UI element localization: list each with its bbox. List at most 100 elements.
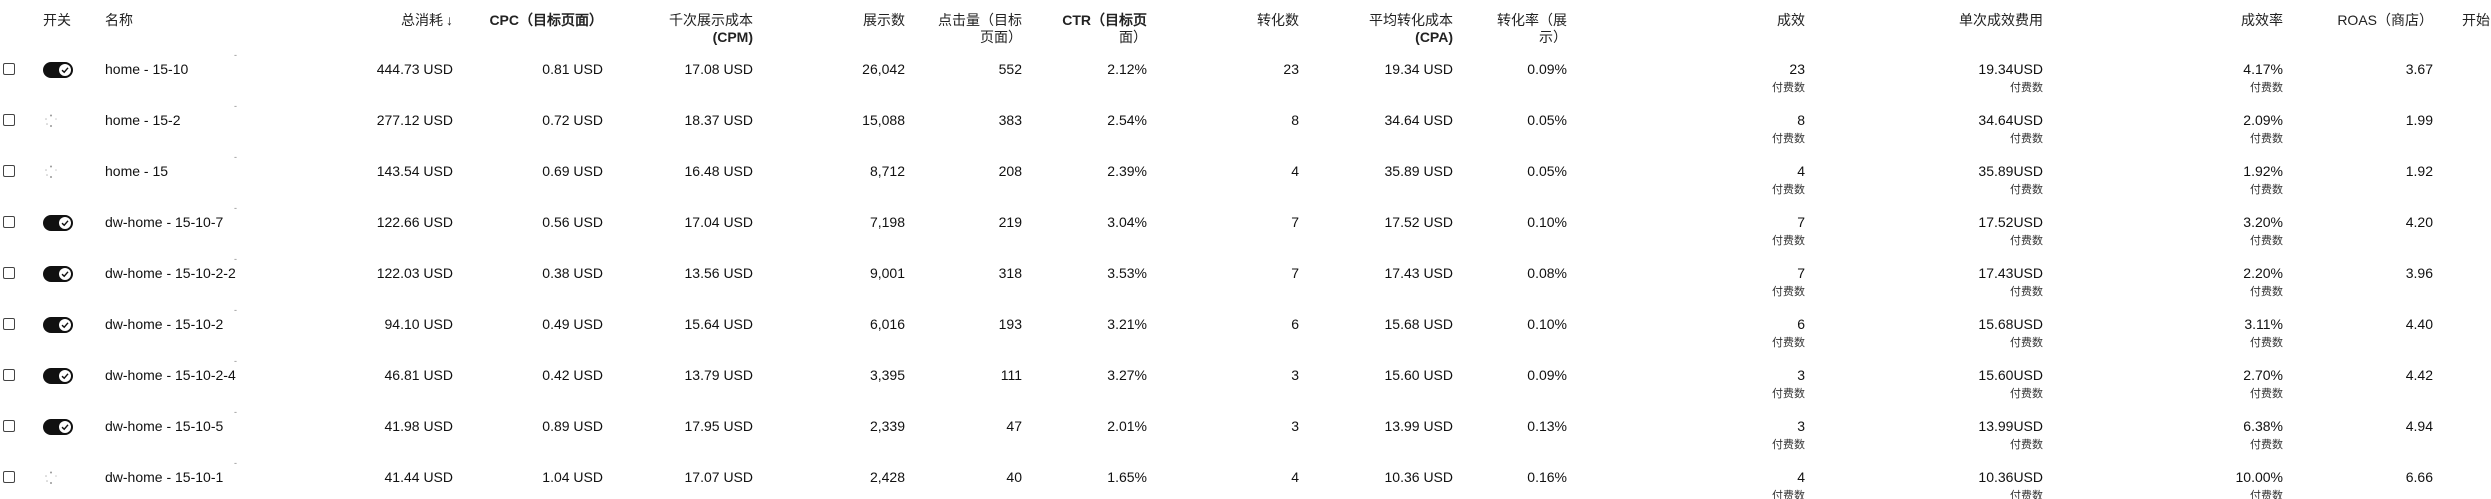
row-checkbox[interactable]	[3, 216, 15, 228]
row-results-unit: 付费数	[1772, 286, 1805, 298]
check-icon	[61, 373, 69, 380]
row-name[interactable]: home - 15-2	[105, 112, 181, 128]
row-cvr: 0.05%	[1527, 163, 1567, 179]
row-result-rate-unit: 付费数	[2250, 439, 2283, 451]
row-name[interactable]: dw-home - 15-10-2-4	[105, 367, 236, 383]
row-impressions: 9,001	[869, 265, 905, 281]
row-name[interactable]: dw-home - 15-10-2	[105, 316, 224, 332]
toggle-knob	[59, 421, 71, 434]
row-toggle-cell[interactable]	[42, 98, 104, 149]
table-row[interactable]: home - 15-10 - 444.73 USD 0.81 USD 17.08 …	[0, 47, 2491, 98]
row-checkbox[interactable]	[3, 420, 15, 432]
row-name[interactable]: dw-home - 15-10-7	[105, 214, 224, 230]
row-toggle-cell[interactable]	[42, 149, 104, 200]
table-row[interactable]: dw-home - 15-10-5 - 41.98 USD 0.89 USD 17…	[0, 404, 2491, 455]
toggle-switch-on[interactable]	[43, 62, 73, 79]
check-icon	[61, 322, 69, 329]
row-clicks: 552	[998, 61, 1022, 77]
row-spend-value: 41.98 USD	[384, 418, 453, 434]
header-result-rate[interactable]: 成效率	[2241, 12, 2283, 28]
header-conversions[interactable]: 转化数	[1257, 12, 1299, 28]
table-row[interactable]: dw-home - 15-10-2-2 - 122.03 USD 0.38 USD…	[0, 251, 2491, 302]
toggle-switch-on[interactable]	[43, 368, 73, 385]
row-cpc: 0.38 USD	[542, 265, 603, 281]
toggle-switch-on[interactable]	[43, 266, 73, 283]
row-cpm: 17.95 USD	[684, 418, 753, 434]
row-checkbox[interactable]	[3, 114, 15, 126]
row-conversions: 3	[1291, 418, 1299, 434]
header-cpm[interactable]: 千次展示成本 (CPM)	[604, 0, 754, 47]
row-roas: 6.66	[2405, 469, 2433, 485]
row-checkbox[interactable]	[3, 63, 15, 75]
toggle-switch-on[interactable]	[43, 215, 73, 232]
row-name[interactable]: dw-home - 15-10-5	[105, 418, 224, 434]
table-row[interactable]: dw-home - 15-10-2 - 94.10 USD 0.49 USD 15…	[0, 302, 2491, 353]
row-name[interactable]: dw-home - 15-10-2-2	[105, 265, 236, 281]
toggle-switch-on[interactable]	[43, 317, 73, 334]
sort-descending-icon[interactable]: ↓	[446, 12, 453, 28]
row-result-rate: 1.92% 付费数	[2044, 149, 2284, 200]
header-roas[interactable]: ROAS（商店）	[2337, 12, 2433, 28]
header-cvr-sub: 示）	[1539, 29, 1567, 45]
row-divider-mark: -	[234, 356, 237, 366]
row-checkbox[interactable]	[3, 471, 15, 483]
table-row[interactable]: home - 15-2 - 277.12 USD 0.72 USD 18.37 U…	[0, 98, 2491, 149]
row-results-value: 4	[1797, 469, 1805, 485]
row-impressions: 3,395	[869, 367, 905, 383]
row-cvr: 0.13%	[1527, 418, 1567, 434]
header-name[interactable]: 名称	[105, 12, 133, 28]
row-clicks: 111	[1000, 367, 1022, 383]
row-toggle-cell[interactable]	[42, 47, 104, 98]
row-toggle-cell[interactable]	[42, 251, 104, 302]
table-row[interactable]: dw-home - 15-10-1 - 41.44 USD 1.04 USD 17…	[0, 455, 2491, 499]
row-checkbox[interactable]	[3, 318, 15, 330]
row-cpa: 17.52 USD	[1384, 214, 1453, 230]
row-results-unit: 付费数	[1772, 82, 1805, 94]
row-name[interactable]: home - 15	[105, 163, 169, 179]
row-checkbox[interactable]	[3, 165, 15, 177]
header-cvr[interactable]: 转化率（展 示）	[1454, 0, 1568, 47]
row-results: 8 付费数	[1568, 98, 1806, 149]
header-spend[interactable]: 总消耗 ↓	[234, 0, 454, 47]
row-cost-per-result-value: 10.36USD	[1978, 469, 2043, 485]
header-cost-per-result[interactable]: 单次成效费用	[1959, 12, 2043, 28]
header-clicks[interactable]: 点击量（目标 页面）	[906, 0, 1023, 47]
table-row[interactable]: dw-home - 15-10-2-4 -46.81 USD 0.42 USD …	[0, 353, 2491, 404]
row-conversions: 4	[1291, 469, 1299, 485]
header-ctr[interactable]: CTR（目标页 面）	[1023, 0, 1148, 47]
table-row[interactable]: home - 15 - 143.54 USD 0.69 USD 16.48 USD…	[0, 149, 2491, 200]
row-checkbox[interactable]	[3, 267, 15, 279]
row-cvr: 0.10%	[1527, 316, 1567, 332]
row-cost-per-result-unit: 付费数	[2010, 133, 2043, 145]
row-checkbox[interactable]	[3, 369, 15, 381]
row-toggle-cell[interactable]	[42, 455, 104, 499]
row-name[interactable]: dw-home - 15-10-1	[105, 469, 224, 485]
row-impressions: 8,712	[869, 163, 905, 179]
row-cost-per-result-value: 34.64USD	[1978, 112, 2043, 128]
row-spend-value: 94.10 USD	[384, 316, 453, 332]
row-name[interactable]: home - 15-10	[105, 61, 189, 77]
table-row[interactable]: dw-home - 15-10-7 - 122.66 USD 0.56 USD 1…	[0, 200, 2491, 251]
header-impressions[interactable]: 展示数	[863, 12, 905, 28]
row-spend-value: 41.44 USD	[384, 469, 453, 485]
header-start[interactable]: 开始	[2462, 12, 2490, 28]
row-toggle-cell[interactable]	[42, 302, 104, 353]
toggle-knob	[59, 319, 71, 332]
header-cpa[interactable]: 平均转化成本 (CPA)	[1300, 0, 1454, 47]
header-results[interactable]: 成效	[1777, 12, 1805, 28]
toggle-switch-on[interactable]	[43, 419, 73, 436]
row-results-unit: 付费数	[1772, 133, 1805, 145]
check-icon	[61, 220, 69, 227]
row-toggle-cell[interactable]	[42, 404, 104, 455]
row-divider-mark: -	[234, 152, 237, 162]
row-results: 7 付费数	[1568, 251, 1806, 302]
header-cpc[interactable]: CPC（目标页面）	[489, 12, 603, 28]
row-result-rate-unit: 付费数	[2250, 388, 2283, 400]
toggle-knob	[59, 268, 71, 281]
row-ctr: 2.12%	[1107, 61, 1147, 77]
row-toggle-cell[interactable]	[42, 200, 104, 251]
row-toggle-cell[interactable]	[42, 353, 104, 404]
row-result-rate: 2.09% 付费数	[2044, 98, 2284, 149]
row-cpc: 1.04 USD	[542, 469, 603, 485]
